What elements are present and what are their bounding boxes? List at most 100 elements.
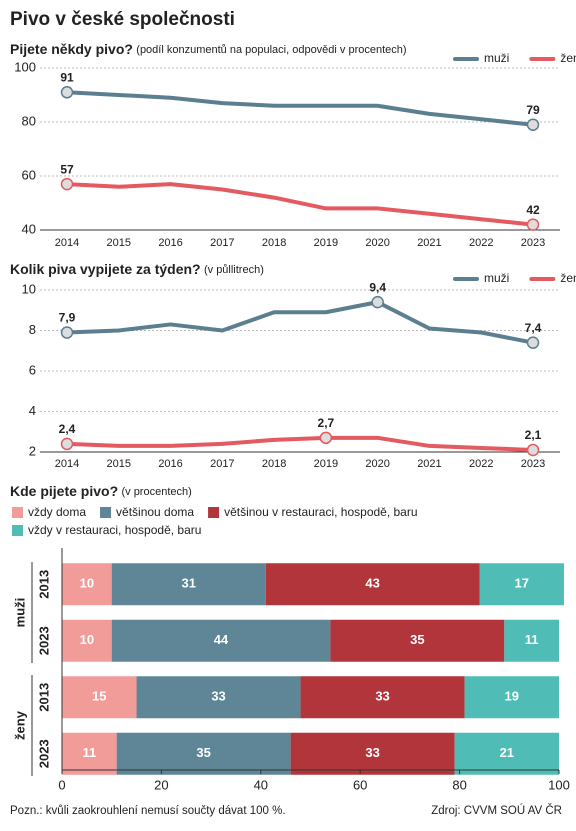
x-tick-label: 0 — [58, 777, 65, 792]
bar-segment — [111, 563, 266, 606]
line — [66, 182, 534, 227]
legend-label: muži — [484, 271, 509, 285]
point — [319, 431, 333, 445]
y-tick-label: 10 — [22, 281, 36, 296]
bar-label: 35 — [410, 632, 424, 647]
legend-label: ženy — [560, 271, 576, 285]
chart-title-text: Pijete někdy pivo? — [10, 41, 133, 57]
legend-label: většinou doma — [116, 505, 194, 519]
chart-title: Kde pijete pivo? (v procentech) — [10, 483, 192, 499]
point — [526, 336, 540, 349]
bar-label: 17 — [514, 576, 528, 591]
data-label: 42 — [526, 203, 540, 217]
x-tick-label: 2015 — [107, 237, 131, 249]
legend-label: ženy — [560, 51, 576, 65]
bar-segment — [265, 563, 480, 606]
y-tick-label: 80 — [22, 113, 36, 128]
bar-segment — [290, 732, 455, 775]
bar-segment — [136, 676, 301, 719]
bar-label: 31 — [182, 576, 196, 591]
x-tick-label: 2018 — [262, 237, 286, 249]
legend-swatch — [100, 507, 112, 518]
x-tick-label: 2020 — [365, 237, 389, 249]
legend-label: muži — [484, 51, 509, 65]
data-label: 9,4 — [369, 280, 386, 294]
bar-segment — [479, 563, 564, 606]
bar-label: 33 — [365, 745, 379, 760]
chart-title: Pijete někdy pivo? (podíl konzumentů na … — [10, 41, 407, 57]
bar-segment — [62, 732, 117, 775]
chart-title: Kolik piva vypijete za týden? (v půllitr… — [10, 261, 264, 277]
y-tick-label: 8 — [29, 322, 36, 337]
x-tick-label: 80 — [452, 777, 466, 792]
bar-segment — [62, 563, 112, 606]
x-tick-label: 2020 — [365, 458, 389, 470]
data-label: 2,7 — [318, 416, 335, 430]
legend-swatch — [12, 507, 23, 518]
group-label: ženy — [12, 710, 27, 740]
data-label: 57 — [60, 162, 74, 176]
x-tick-label: 2021 — [417, 458, 441, 470]
data-label: 91 — [60, 70, 74, 84]
data-label: 7,4 — [525, 321, 542, 335]
x-tick-label: 2017 — [210, 237, 234, 249]
bar-label: 43 — [365, 576, 379, 591]
y-tick-label: 2013 — [36, 683, 51, 712]
point — [60, 86, 74, 99]
y-tick-label: 6 — [29, 362, 36, 377]
x-tick-label: 2019 — [314, 237, 338, 249]
chart-subtitle: (podíl konzumentů na populaci, odpovědi … — [136, 44, 406, 56]
line — [66, 300, 534, 345]
bar-label: 33 — [375, 689, 389, 704]
chart-title-text: Kde pijete pivo? — [10, 483, 118, 499]
y-tick-label: 2023 — [36, 626, 51, 655]
legend-label: vždy doma — [28, 505, 86, 519]
x-tick-label: 2016 — [158, 237, 182, 249]
legend-label: většinou v restauraci, hospodě, baru — [224, 505, 417, 519]
chart-title-text: Kolik piva vypijete za týden? — [10, 261, 201, 277]
bar-segment — [454, 732, 559, 775]
x-tick-label: 100 — [548, 777, 570, 792]
x-tick-label: 20 — [154, 777, 168, 792]
chart-subtitle: (v procentech) — [121, 486, 191, 498]
bar-label: 35 — [196, 745, 210, 760]
x-tick-label: 2019 — [314, 458, 338, 470]
bar-label: 11 — [525, 632, 539, 647]
bar-label: 19 — [505, 689, 519, 704]
source: Zdroj: CVVM SOÚ AV ČR — [431, 804, 562, 817]
line — [66, 435, 534, 452]
point — [371, 295, 384, 309]
data-label: 7,9 — [59, 311, 76, 325]
point — [60, 326, 74, 339]
x-tick-label: 2021 — [417, 237, 441, 249]
bar-label: 44 — [214, 632, 229, 647]
bar-segment — [504, 619, 559, 662]
y-tick-label: 4 — [29, 403, 36, 418]
x-tick-label: 2014 — [55, 458, 79, 470]
group-label: muži — [12, 598, 27, 628]
bar-label: 33 — [211, 689, 225, 704]
point — [526, 443, 540, 457]
bar-segment — [62, 676, 137, 719]
chart-subtitle: (v půllitrech) — [204, 264, 264, 276]
bar-label: 10 — [80, 632, 94, 647]
bar-label: 11 — [82, 745, 96, 760]
x-tick-label: 2014 — [55, 237, 79, 249]
data-label: 79 — [526, 103, 540, 117]
point — [60, 177, 74, 191]
x-tick-label: 60 — [353, 777, 367, 792]
line — [66, 90, 534, 127]
x-tick-label: 2022 — [469, 458, 493, 470]
y-tick-label: 40 — [22, 221, 36, 236]
y-tick-label: 2013 — [36, 570, 51, 599]
page-title: Pivo v české společnosti — [10, 9, 235, 30]
y-tick-label: 60 — [22, 167, 36, 182]
x-tick-label: 40 — [254, 777, 268, 792]
bar-label: 10 — [80, 576, 94, 591]
bar-segment — [464, 676, 559, 719]
legend-label: vždy v restauraci, hospodě, baru — [28, 523, 201, 537]
point — [60, 437, 74, 451]
bar-segment — [111, 619, 331, 662]
data-label: 2,4 — [59, 422, 76, 436]
